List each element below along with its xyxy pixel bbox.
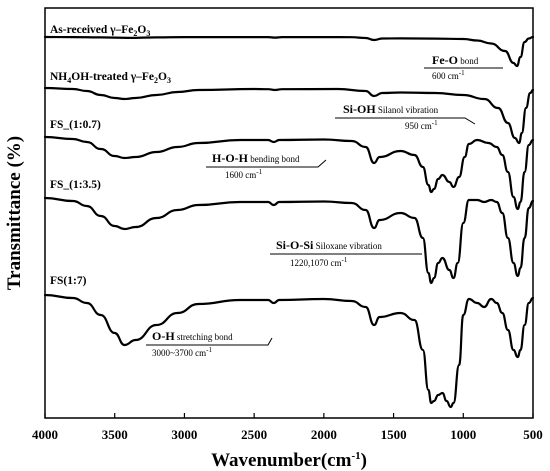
x-tick-label: 3500 [102,427,128,442]
annotation-fe-o-value: 600 cm-1 [432,69,465,81]
x-tick-label: 2000 [311,427,337,442]
x-tick-label: 1500 [381,427,407,442]
annotation-si-oh-label: Si-OH Silanol vibration [343,102,439,116]
series-label-2: NH4OH-treated γ–Fe2O3 [50,71,171,85]
annotation-si-oh-value: 950 cm-1 [405,119,438,131]
series-labels: As-received γ–Fe2O3 NH4OH-treated γ–Fe2O3… [50,24,171,287]
x-tick-label: 1000 [450,427,476,442]
annotation-si-o-si: Si-O-Si Siloxane vibration 1220,1070 cm-… [270,238,422,268]
series-label-4: FS_(1:3.5) [50,179,101,191]
annotation-si-o-si-value: 1220,1070 cm-1 [290,256,348,268]
x-tick-labels: 4000 3500 3000 2500 2000 1500 1000 500 [32,427,543,442]
series-label-3: FS_(1:0.7) [50,119,101,131]
annotation-h-o-h: H-O-H bending bond 1600 cm-1 [206,151,327,180]
x-ticks [44,413,534,418]
spectrum-line-3 [43,135,535,211]
annotation-o-h-value: 3000~3700 cm-1 [152,346,212,358]
x-tick-label: 3000 [171,427,197,442]
annotation-h-o-h-label: H-O-H bending bond [212,151,300,165]
x-tick-label: 4000 [32,427,58,442]
annotation-fe-o-label: Fe-O bond [432,53,479,67]
spectrum-line-1 [43,35,535,68]
annotation-si-oh: Si-OH Silanol vibration 950 cm-1 [335,102,476,131]
annotation-o-h: O-H stretching bond 3000~3700 cm-1 [146,329,273,358]
annotation-si-o-si-label: Si-O-Si Siloxane vibration [276,238,382,252]
spectrum-line-2 [43,86,535,145]
annotation-fe-o: Fe-O bond 600 cm-1 [424,53,503,81]
x-axis-label: Wavenumber(cm-1) [211,450,367,471]
spectra [43,35,535,409]
spectrum-line-4 [43,196,535,285]
plot-frame [44,7,534,419]
series-label-1: As-received γ–Fe2O3 [50,24,150,38]
series-label-5: FS(1:7) [50,275,87,287]
x-tick-label: 2500 [241,427,267,442]
y-axis-label: Transmittance (%) [4,136,25,290]
annotation-o-h-label: O-H stretching bond [152,329,233,343]
annotation-h-o-h-value: 1600 cm-1 [225,168,263,180]
spectrum-line-5 [43,293,535,409]
x-tick-label: 500 [523,427,543,442]
